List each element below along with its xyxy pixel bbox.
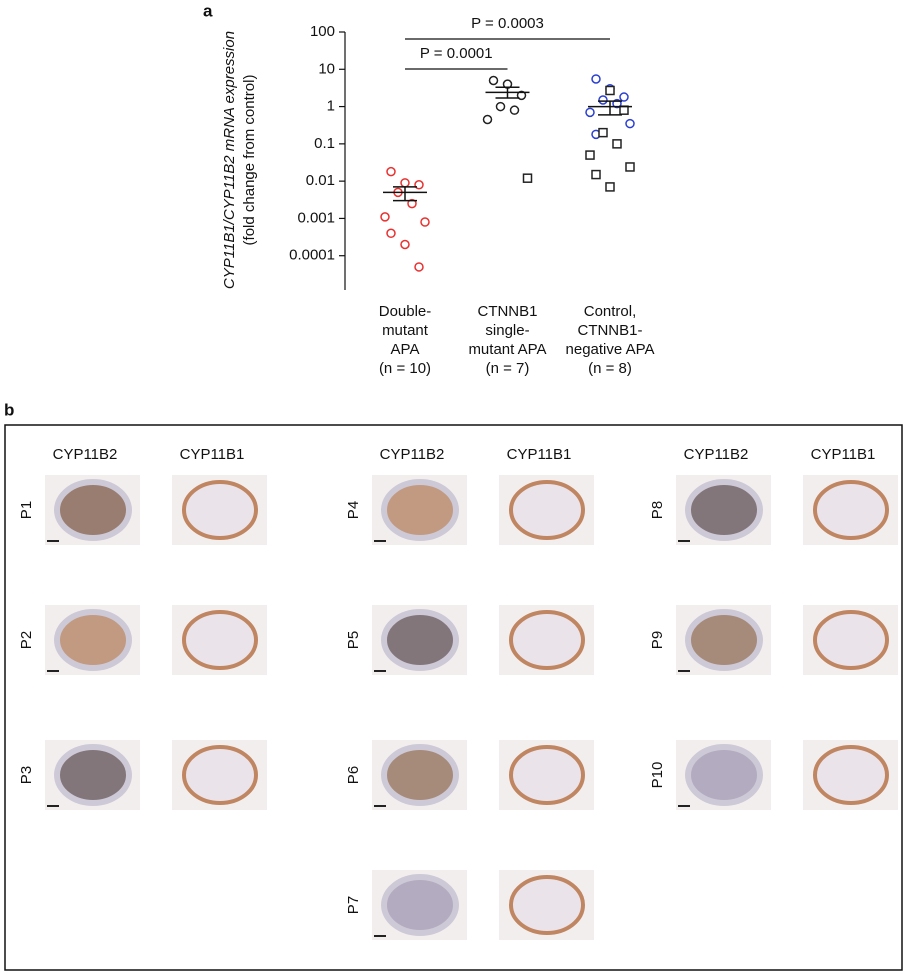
- y-axis-label: (fold change from control): [241, 75, 258, 246]
- tissue-section: [381, 744, 459, 806]
- y-tick-label: 0.001: [297, 209, 335, 226]
- y-tick-label: 10: [318, 60, 335, 77]
- category-label: mutant: [382, 322, 429, 339]
- tissue-section: [509, 610, 585, 670]
- tissue-section: [381, 479, 459, 541]
- tissue-section: [685, 609, 763, 671]
- row-label: P1: [18, 501, 35, 519]
- tissue-section: [54, 479, 132, 541]
- data-point: [625, 118, 635, 129]
- data-point: [386, 228, 396, 239]
- category-label: (n = 8): [588, 360, 632, 377]
- data-point: [625, 162, 635, 172]
- y-tick-label: 1: [327, 98, 335, 115]
- p-value: P = 0.0003: [471, 15, 544, 32]
- data-point: [414, 262, 424, 272]
- panel-label: b: [4, 400, 14, 419]
- data-point: [612, 139, 622, 149]
- tissue-section: [54, 609, 132, 671]
- data-point: [407, 198, 417, 209]
- data-point: [509, 105, 520, 115]
- data-point: [598, 95, 608, 105]
- data-point: [591, 169, 601, 180]
- category-label: negative APA: [566, 341, 655, 358]
- y-tick-label: 0.01: [306, 172, 335, 189]
- y-axis-label: CYP11B1/CYP11B2 mRNA expression: [221, 31, 238, 289]
- tissue-section: [182, 480, 258, 540]
- panel-frame: [4, 424, 903, 971]
- column-header: CYP11B2: [380, 446, 445, 463]
- row-label: P2: [18, 631, 35, 649]
- data-point: [522, 173, 533, 183]
- column-header: CYP11B1: [180, 446, 245, 463]
- y-tick-label: 100: [310, 23, 335, 40]
- data-point: [585, 107, 595, 118]
- category-label: (n = 7): [486, 360, 530, 377]
- data-point: [585, 150, 595, 160]
- data-point: [482, 114, 493, 125]
- tissue-section: [381, 609, 459, 671]
- category-label: mutant APA: [468, 341, 546, 358]
- row-label: P7: [345, 896, 362, 914]
- row-label: P10: [649, 762, 666, 789]
- data-point: [420, 217, 430, 227]
- row-label: P4: [345, 501, 362, 519]
- category-label: CTNNB1: [477, 303, 537, 320]
- row-label: P8: [649, 501, 666, 519]
- tissue-section: [685, 744, 763, 806]
- category-label: Control,: [584, 303, 637, 320]
- p-value: P = 0.0001: [420, 45, 493, 62]
- row-label: P9: [649, 631, 666, 649]
- data-point: [495, 101, 506, 112]
- row-label: P5: [345, 631, 362, 649]
- data-point: [488, 75, 499, 86]
- tissue-section: [509, 480, 585, 540]
- column-header: CYP11B1: [811, 446, 876, 463]
- data-point: [591, 74, 601, 84]
- panel-label: a: [203, 1, 213, 20]
- row-label: P3: [18, 766, 35, 784]
- y-tick-label: 0.1: [314, 135, 335, 152]
- data-point: [380, 212, 390, 222]
- tissue-section: [813, 480, 889, 540]
- data-point: [605, 182, 615, 192]
- data-point: [619, 92, 629, 102]
- tissue-section: [381, 874, 459, 936]
- tissue-section: [54, 744, 132, 806]
- data-point: [400, 178, 410, 188]
- column-header: CYP11B2: [53, 446, 118, 463]
- row-label: P6: [345, 766, 362, 784]
- data-point: [605, 85, 615, 96]
- data-point: [598, 127, 608, 138]
- tissue-section: [813, 745, 889, 805]
- data-point: [400, 239, 410, 250]
- tissue-section: [182, 610, 258, 670]
- tissue-section: [685, 479, 763, 541]
- category-label: (n = 10): [379, 360, 431, 377]
- tissue-section: [813, 610, 889, 670]
- tissue-section: [182, 745, 258, 805]
- category-label: Double-: [379, 303, 432, 320]
- data-point: [619, 105, 629, 115]
- category-label: CTNNB1-: [577, 322, 642, 339]
- category-label: APA: [391, 341, 420, 358]
- data-point: [386, 166, 396, 177]
- column-header: CYP11B1: [507, 446, 572, 463]
- tissue-section: [509, 875, 585, 935]
- tissue-section: [509, 745, 585, 805]
- column-header: CYP11B2: [684, 446, 749, 463]
- category-label: single-: [485, 322, 529, 339]
- y-tick-label: 0.0001: [289, 247, 335, 264]
